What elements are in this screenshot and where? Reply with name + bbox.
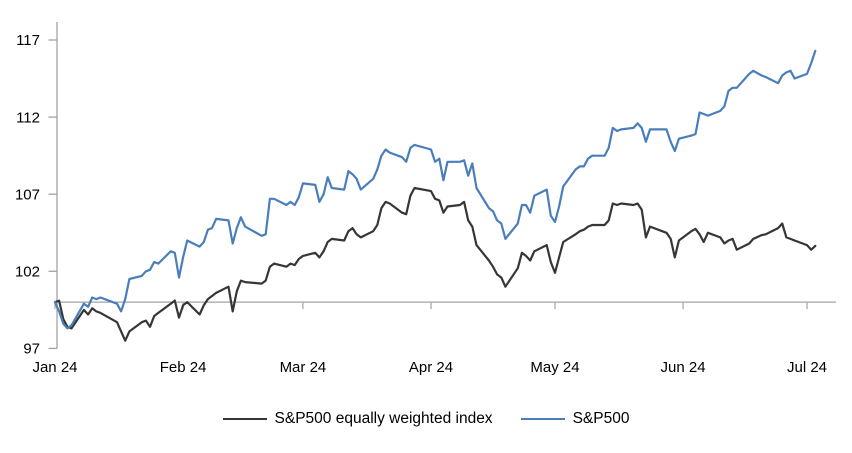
y-tick-label: 107: [15, 186, 40, 203]
legend-line-swatch-sp500: [520, 418, 565, 420]
x-tick-label: Feb 24: [160, 359, 207, 376]
y-tick-label: 112: [16, 109, 40, 126]
legend-label-equal-weight: S&P500 equally weighted index: [274, 410, 493, 427]
x-tick-label: Apr 24: [409, 359, 453, 376]
series-line-sp500: [53, 49, 817, 330]
x-tick-label: May 24: [530, 359, 579, 376]
x-tick-label: Jun 24: [661, 359, 706, 376]
chart-canvas: 117 112 107 102 97 Jan 24 Feb 24 Mar 24 Apr 24 Ma…: [15, 22, 836, 376]
series-line-equal-weight: [53, 186, 817, 342]
y-tick-label: 117: [16, 32, 40, 49]
legend-line-swatch-equal-weight: [222, 418, 267, 420]
y-tick-label: 97: [23, 341, 40, 358]
y-tick-label: 102: [15, 264, 40, 281]
legend-label-sp500: S&P500: [572, 410, 630, 427]
x-tick-label: Mar 24: [280, 359, 327, 376]
chart-legend: S&P500 equally weighted index S&P500: [0, 410, 852, 428]
legend-item-sp500: S&P500: [520, 410, 630, 428]
legend-item-equal-weight: S&P500 equally weighted index: [222, 410, 493, 428]
x-tick-label: Jul 24: [787, 359, 827, 376]
x-tick-label: Jan 24: [32, 359, 77, 376]
